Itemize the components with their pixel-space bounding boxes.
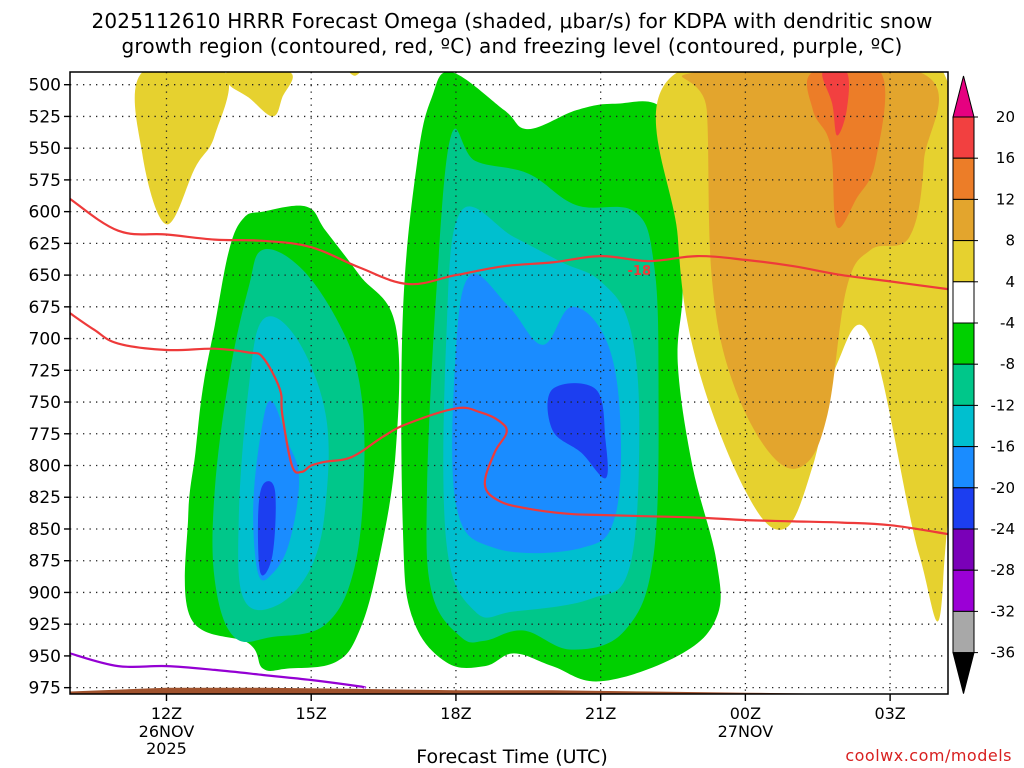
colorbar-label--8: -8 — [1000, 355, 1015, 373]
colorbar-level--24to-20 — [952, 487, 975, 530]
colorbar-label-16: 16 — [996, 149, 1015, 167]
x-tick-label-21Z: 21Z — [585, 704, 616, 723]
x-axis-label: Forecast Time (UTC) — [416, 746, 608, 768]
freezing-level-contour — [70, 652, 367, 689]
colorbar-label--24: -24 — [991, 520, 1016, 538]
y-tick-label-850: 850 — [29, 520, 61, 540]
colorbar-level--28to-24 — [952, 528, 975, 571]
colorbar-level--8to-4 — [952, 322, 975, 365]
colorbar-label--12: -12 — [991, 396, 1016, 414]
contour-label--18: -18 — [628, 264, 652, 279]
y-tick-label-600: 600 — [29, 203, 61, 223]
colorbar-label-4: 4 — [1005, 273, 1015, 291]
omega-shading — [134, 72, 948, 682]
chart-title-line-1: 2025112610 HRRR Forecast Omega (shaded, … — [91, 9, 933, 33]
terrain-fill — [70, 687, 948, 694]
colorbar-label-12: 12 — [996, 190, 1015, 208]
dgz-lower-contour — [70, 312, 948, 536]
contour-lines — [70, 197, 948, 689]
y-tick-label-550: 550 — [29, 139, 61, 159]
y-axis-ticks: 500 525 550 575 600 625 650 675 700 725 750 775 800 8… — [29, 76, 70, 699]
y-tick-label-925: 925 — [29, 615, 61, 635]
colorbar-level--4to4 — [952, 281, 975, 324]
colorbar-level--32to-28 — [952, 569, 975, 612]
credit-link[interactable]: coolwx.com/models — [845, 746, 1012, 765]
y-tick-label-575: 575 — [29, 171, 61, 191]
colorbar-label--20: -20 — [991, 479, 1016, 497]
colorbar-label-20: 20 — [996, 108, 1015, 126]
colorbar-level--36to-32 — [952, 610, 975, 654]
colorbar-top-arrow — [952, 75, 975, 118]
omega-mid-blue — [452, 273, 622, 554]
x-tick-label-03Z: 03Z — [874, 704, 905, 723]
colorbar-level--16to-12 — [952, 404, 975, 448]
colorbar-label--4: -4 — [1000, 314, 1015, 332]
colorbar-level-4to8 — [952, 240, 975, 283]
terrain — [70, 687, 948, 694]
colorbar-label-8: 8 — [1005, 232, 1015, 250]
omega-top-yellow-b — [223, 72, 293, 117]
colorbar-label--28: -28 — [991, 561, 1016, 579]
omega-left-core — [257, 481, 276, 576]
colorbar-label--32: -32 — [991, 602, 1016, 620]
x-tick-sublabel-26NOV: 26NOV — [139, 722, 195, 741]
x-tick-label-00Z: 00Z — [730, 704, 761, 723]
omega-right-red — [822, 72, 850, 136]
y-tick-label-900: 900 — [29, 583, 61, 603]
x-tick-label-12Z: 12Z — [151, 704, 182, 723]
colorbar-label--36: -36 — [991, 644, 1016, 662]
y-tick-label-975: 975 — [29, 679, 61, 699]
y-tick-label-950: 950 — [29, 647, 61, 667]
y-tick-label-625: 625 — [29, 234, 61, 254]
colorbar-label--16: -16 — [991, 438, 1016, 456]
x-tick-sublabel-27NOV: 27NOV — [718, 722, 774, 741]
y-tick-label-500: 500 — [29, 76, 61, 96]
x-tick-sublabel-2025: 2025 — [146, 739, 187, 758]
colorbar-level--12to-8 — [952, 363, 975, 406]
omega-top-yellow-a — [134, 72, 230, 225]
plot-border — [69, 71, 949, 695]
y-tick-label-650: 650 — [29, 266, 61, 286]
plot-frame — [69, 71, 949, 695]
colorbar-bottom-arrow — [952, 652, 975, 694]
omega-right-orange — [806, 72, 886, 229]
dgz-upper-contour — [70, 197, 948, 291]
y-tick-label-675: 675 — [29, 298, 61, 318]
y-tick-label-825: 825 — [29, 488, 61, 508]
y-tick-label-525: 525 — [29, 107, 61, 127]
colorbar: 20 16 12 8 4 -4 -8 -12 -16 -20 -24 -28 -32 -36 — [952, 75, 1016, 694]
y-tick-label-700: 700 — [29, 330, 61, 350]
omega-mid-core — [547, 383, 608, 479]
y-tick-label-725: 725 — [29, 361, 61, 381]
y-tick-label-750: 750 — [29, 393, 61, 413]
colorbar-level-16to20 — [952, 116, 975, 159]
y-tick-label-800: 800 — [29, 457, 61, 477]
x-tick-label-18Z: 18Z — [440, 704, 471, 723]
colorbar-level--20to-16 — [952, 446, 975, 489]
colorbar-level-8to12 — [952, 198, 975, 242]
y-tick-label-875: 875 — [29, 552, 61, 572]
omega-top-yellow-c — [349, 72, 360, 76]
contour-labels: -18 — [628, 264, 652, 279]
colorbar-level-12to16 — [952, 157, 975, 200]
y-tick-label-775: 775 — [29, 425, 61, 445]
chart-title-line-2: growth region (contoured, red, ºC) and f… — [121, 34, 903, 58]
x-tick-label-15Z: 15Z — [296, 704, 327, 723]
